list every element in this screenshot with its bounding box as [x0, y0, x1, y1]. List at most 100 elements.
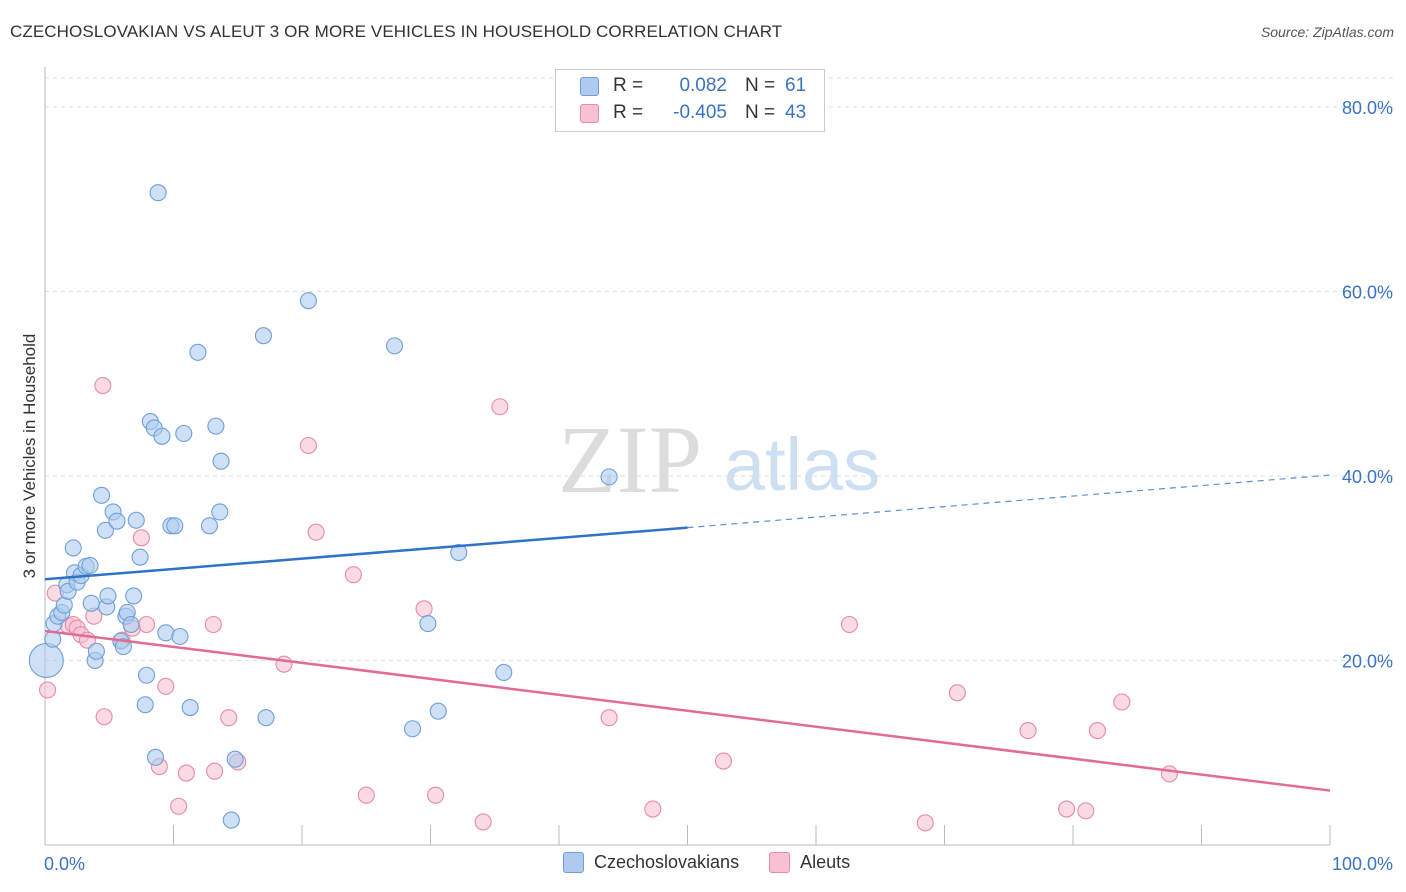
czechoslovakian-point — [96, 521, 114, 539]
legend-swatch-blue — [580, 76, 599, 96]
aleut-point — [39, 681, 57, 699]
czechoslovakian-point — [222, 811, 240, 829]
czechoslovakian-point — [254, 327, 273, 345]
czechoslovakian-points — [28, 184, 618, 829]
czechoslovakian-point — [127, 511, 145, 529]
aleut-point — [94, 376, 112, 395]
czechoslovakian-point — [146, 748, 165, 766]
czechoslovakian-point — [212, 452, 230, 470]
series-label: Czechoslovakians — [594, 852, 740, 872]
aleut-point — [1160, 765, 1178, 783]
czechoslovakian-point — [171, 627, 189, 646]
aleut-point — [600, 709, 618, 727]
aleut-point — [299, 436, 317, 455]
correlation-legend: R = 0.082 N = 61 R = -0.405 N = 43 — [555, 69, 825, 132]
czechoslovakian-point — [131, 548, 149, 566]
series-legend-czechoslovakians[interactable]: Czechoslovakians — [563, 852, 739, 873]
aleut-point — [1113, 693, 1131, 711]
legend-n-label: N = — [745, 102, 776, 123]
czechoslovakian-point — [166, 517, 184, 535]
legend-n-label: N = — [745, 75, 776, 96]
x-tick-label: 0.0% — [44, 854, 85, 874]
aleut-point — [95, 708, 113, 726]
czechoslovakian-point — [149, 184, 167, 202]
y-tick-label: 80.0% — [1342, 98, 1393, 118]
aleut-point — [1077, 802, 1095, 820]
aleut-point — [170, 797, 188, 815]
legend-row-aleuts: R = -0.405 N = 43 — [556, 100, 806, 126]
x-tick-label: 100.0% — [1332, 854, 1393, 874]
aleut-point — [275, 655, 293, 673]
aleut-point — [220, 709, 238, 727]
aleut-point — [357, 786, 375, 804]
aleut-point — [1019, 722, 1037, 740]
czechoslovakian-point — [403, 720, 422, 738]
y-tick-label: 40.0% — [1342, 467, 1393, 487]
czechoslovakian-point — [122, 615, 140, 634]
czechoslovakian-point — [82, 594, 100, 612]
tick-labels: 20.0% 40.0% 60.0% 80.0% 0.0% 100.0% — [44, 98, 1393, 874]
aleut-point — [307, 523, 325, 541]
czechoslovakian-point — [137, 666, 156, 684]
czechoslovakian-point — [495, 663, 513, 682]
czechoslovakian-trend-extension — [687, 474, 1331, 529]
series-swatch-pink — [769, 852, 791, 873]
aleut-point — [1088, 722, 1106, 740]
aleut-point — [1058, 800, 1076, 818]
aleut-point — [916, 814, 934, 832]
czechoslovakian-point — [299, 292, 317, 310]
czechoslovakian-point — [207, 417, 225, 435]
czechoslovakian-point — [114, 638, 132, 656]
legend-n-value: 43 — [785, 102, 807, 123]
legend-r-label: R = — [613, 75, 644, 96]
aleut-point — [206, 762, 224, 780]
aleut-point — [714, 752, 733, 770]
axes — [44, 67, 1331, 846]
czechoslovakian-point — [92, 486, 111, 504]
czechoslovakian-point — [99, 587, 117, 605]
aleut-point — [157, 677, 175, 695]
legend-row-czechoslovakians: R = 0.082 N = 61 — [556, 73, 806, 99]
czechoslovakian-point — [181, 698, 199, 717]
czechoslovakian-point — [81, 556, 99, 574]
czechoslovakian-point — [257, 709, 275, 727]
source-label: Source: ZipAtlas.com — [1260, 24, 1394, 40]
aleut-point — [137, 615, 156, 634]
watermark: ZIP atlas — [558, 406, 880, 513]
series-label: Aleuts — [800, 852, 851, 872]
aleut-point — [344, 566, 362, 584]
y-tick-label: 20.0% — [1342, 651, 1393, 671]
czechoslovakian-point — [136, 696, 154, 714]
czechoslovakian-point — [226, 750, 244, 768]
czechoslovakian-point — [189, 343, 207, 361]
legend-r-label: R = — [613, 102, 644, 123]
czechoslovakian-point — [429, 702, 447, 720]
czechoslovakian-point — [450, 543, 468, 562]
czechoslovakian-point — [211, 503, 229, 521]
aleut-point — [415, 600, 433, 618]
aleut-trend-line — [44, 629, 1331, 792]
aleut-point — [948, 684, 966, 702]
aleut-point — [204, 615, 222, 634]
legend-swatch-pink — [580, 103, 599, 123]
czechoslovakian-point — [108, 512, 126, 530]
y-tick-label: 60.0% — [1342, 282, 1393, 302]
czechoslovakian-point — [600, 468, 618, 486]
series-swatch-blue — [563, 852, 584, 873]
trend-lines — [44, 474, 1331, 792]
legend-r-value: -0.405 — [673, 102, 727, 123]
legend-r-value: 0.082 — [679, 75, 727, 96]
czechoslovakian-point — [28, 642, 64, 679]
aleut-point — [177, 764, 195, 782]
aleut-point — [427, 786, 445, 804]
series-legend-aleuts[interactable]: Aleuts — [769, 852, 850, 873]
y-axis-title: 3 or more Vehicles in Household — [20, 334, 39, 579]
czechoslovakian-point — [125, 587, 143, 605]
aleut-point — [474, 813, 492, 831]
aleut-point — [132, 529, 150, 547]
czechoslovakian-trend-line — [44, 526, 688, 581]
czechoslovakian-point — [385, 337, 404, 355]
aleut-point — [840, 615, 858, 634]
grid-lines — [45, 77, 1395, 661]
